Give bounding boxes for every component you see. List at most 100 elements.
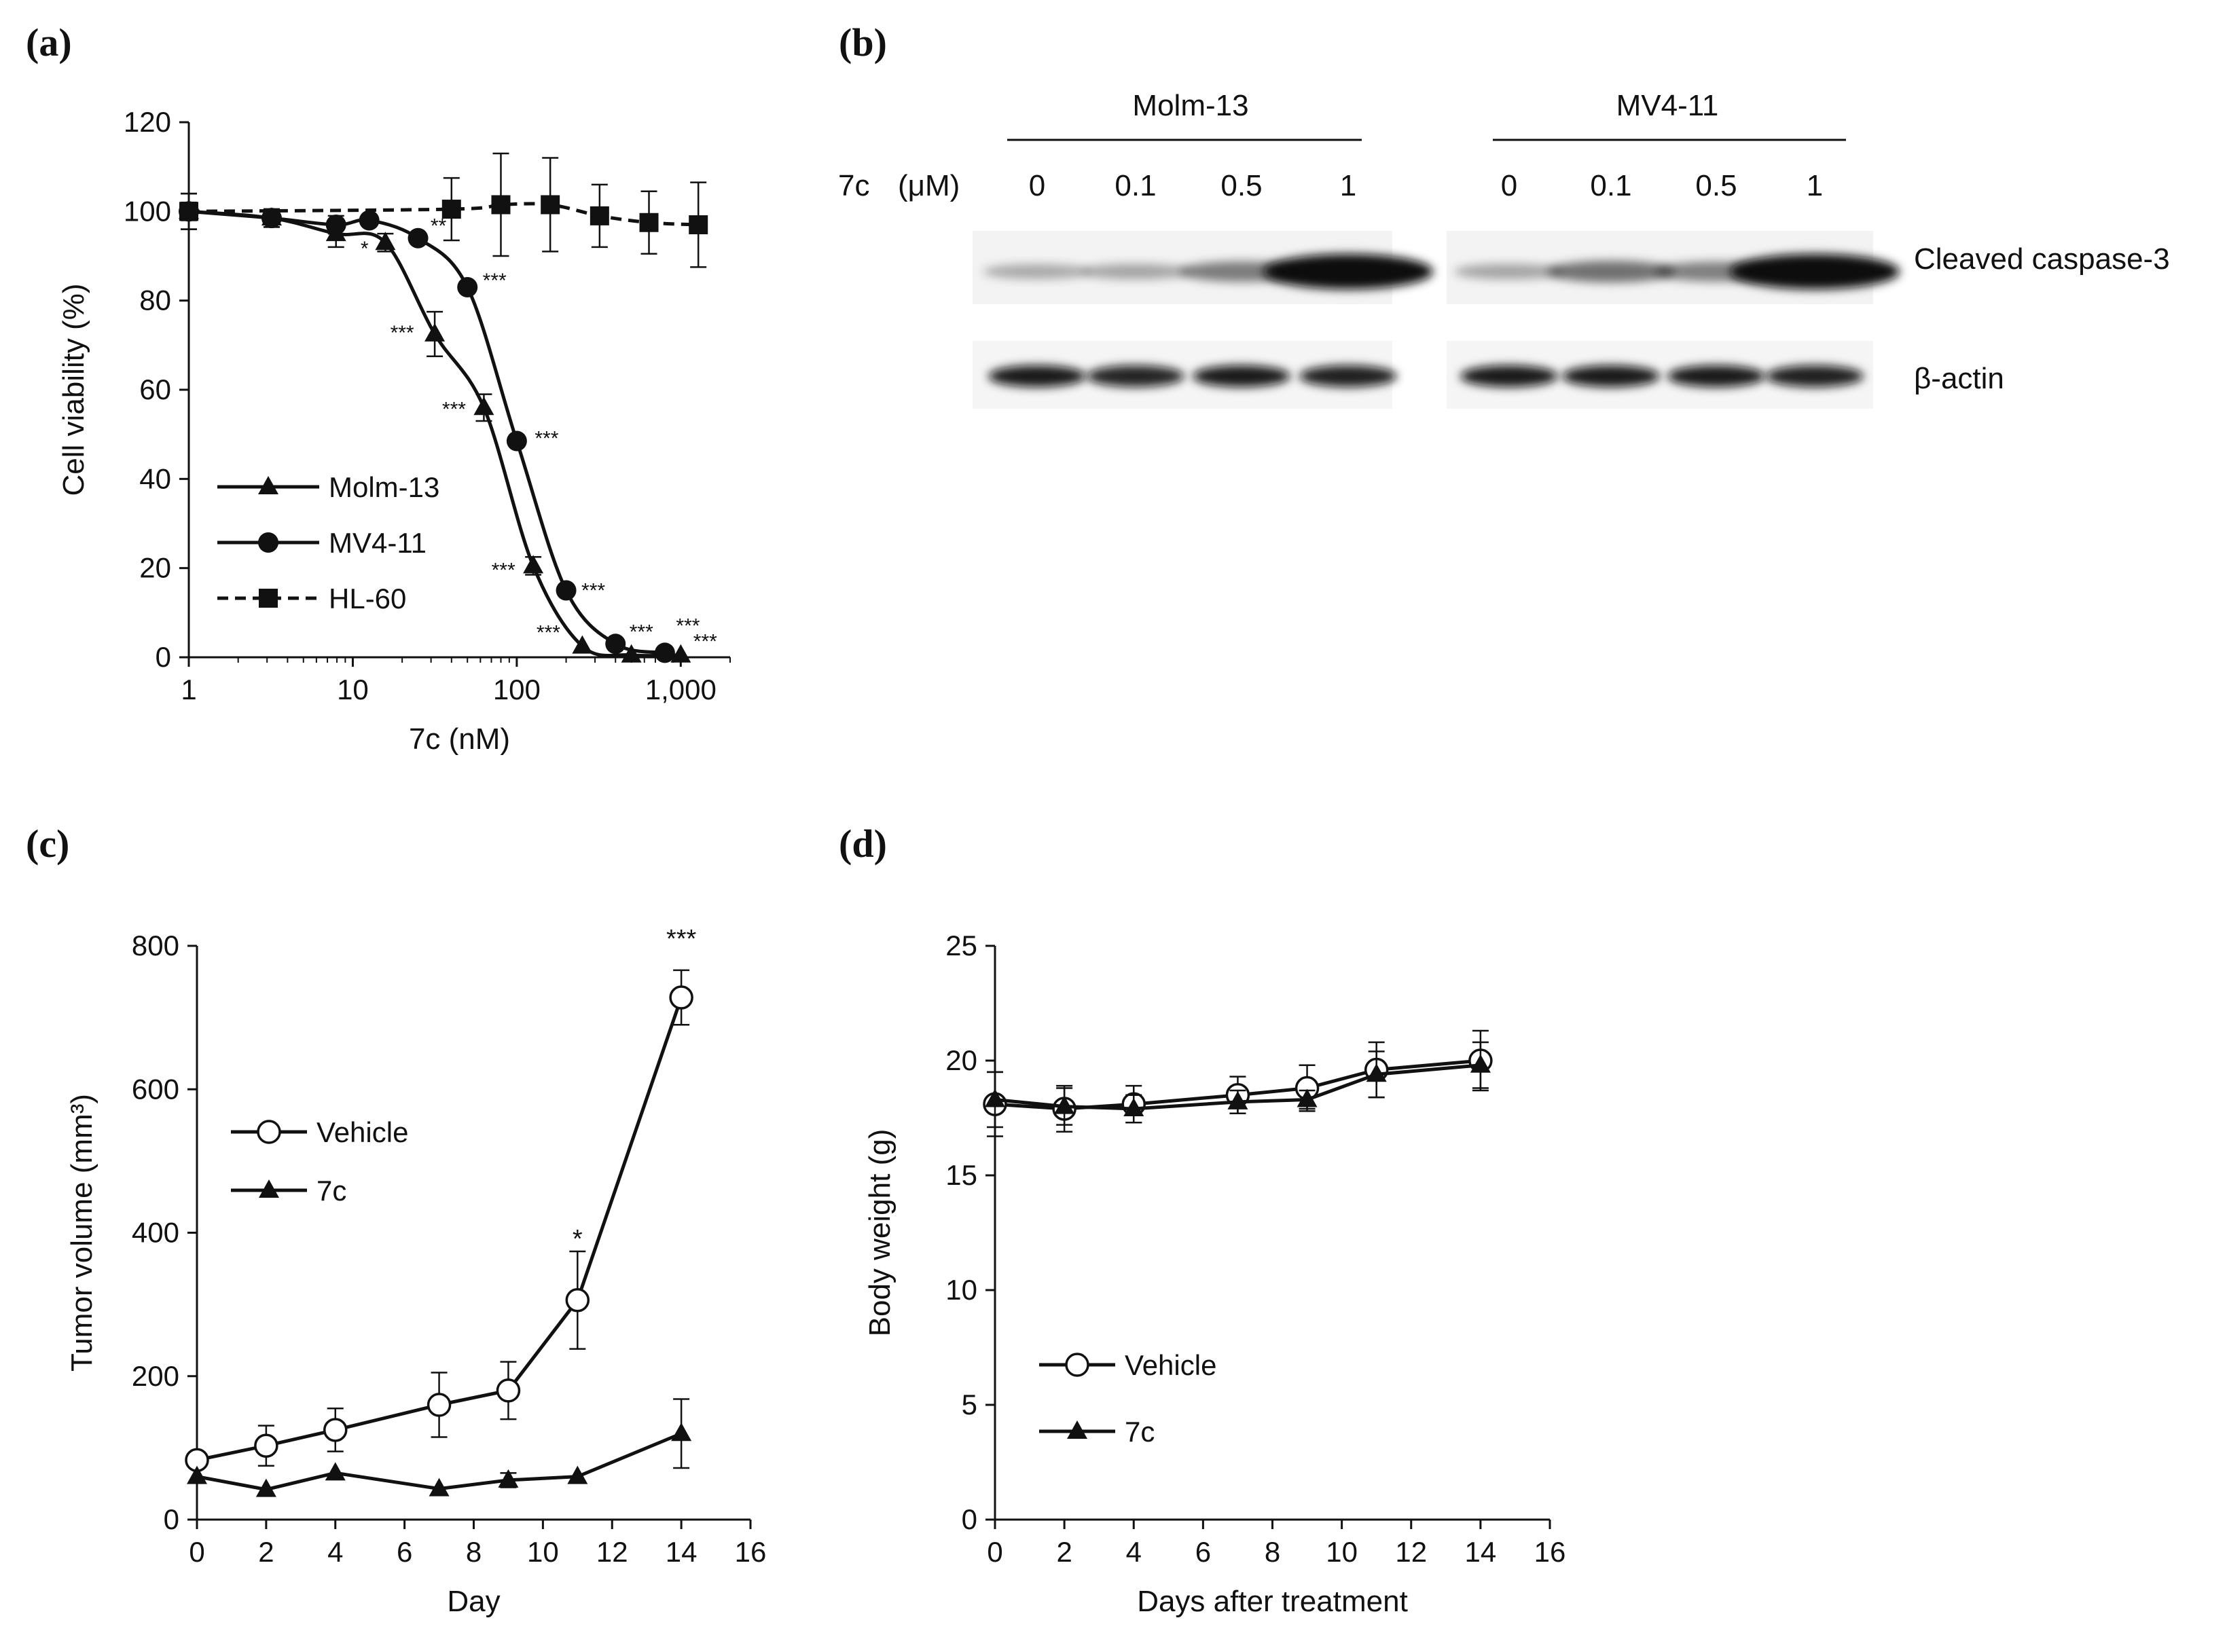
x-tick-label: 2 (258, 1536, 274, 1568)
data-point (187, 1465, 207, 1484)
legend-label: 7c (1125, 1416, 1155, 1448)
significance-label: * (361, 238, 369, 260)
data-point (1054, 1095, 1075, 1114)
data-point (441, 200, 461, 219)
legend-entry-vehicle: Vehicle (231, 1116, 408, 1148)
x-tick-label: 10 (527, 1536, 559, 1568)
band-actin-molm-13-3 (1299, 365, 1397, 387)
data-point (590, 206, 609, 225)
band-actin-molm-13-2 (1193, 365, 1290, 387)
y-tick-label: 800 (132, 930, 179, 961)
legend-entry-hl-60: HL-60 (217, 583, 406, 614)
band-actin-molm-13-0 (988, 365, 1086, 387)
x-tick-label: 14 (1465, 1536, 1497, 1568)
x-tick-label: 2 (1056, 1536, 1072, 1568)
significance-label: ** (431, 215, 447, 238)
data-point (671, 1422, 692, 1442)
x-tick-label: 100 (493, 674, 541, 705)
data-point (1227, 1090, 1248, 1109)
data-point (255, 1478, 276, 1497)
legend-marker (258, 532, 278, 553)
panel-label-a: (a) (26, 20, 72, 65)
significance-label: *** (492, 559, 515, 581)
y-tick-label: 600 (132, 1073, 179, 1105)
y-tick-label: 20 (139, 552, 171, 584)
panel-label-b: (b) (839, 20, 887, 65)
significance-label: * (573, 1225, 583, 1253)
series-7c (985, 1041, 1491, 1128)
significance-label: *** (581, 580, 605, 602)
significance-label: *** (535, 428, 558, 450)
blot-dose-molm-13-0: 0 (1029, 169, 1045, 202)
data-point (325, 215, 346, 236)
y-tick-label: 200 (132, 1360, 179, 1392)
data-point (179, 202, 198, 221)
legend-entry-vehicle: Vehicle (1039, 1349, 1216, 1381)
data-point (689, 215, 708, 235)
data-point (429, 1477, 450, 1497)
legend-label: Molm-13 (329, 471, 439, 503)
blot-dose-molm-13-1: 0.1 (1115, 169, 1156, 202)
x-tick-label: 10 (337, 674, 369, 705)
x-axis-title: 7c (nM) (409, 722, 510, 756)
data-point (670, 644, 691, 663)
y-tick-label: 120 (124, 106, 171, 138)
legend-label: 7c (316, 1175, 346, 1207)
band-caspase-mv4-11-1 (1546, 260, 1676, 283)
legend-marker (257, 1120, 281, 1144)
legend-entry-7c: 7c (1039, 1416, 1155, 1448)
legend-label: Vehicle (1125, 1349, 1216, 1381)
band-actin-mv4-11-2 (1667, 365, 1765, 387)
data-point (567, 1465, 588, 1484)
data-point (1297, 1088, 1318, 1107)
legend-entry-molm-13: Molm-13 (217, 471, 439, 503)
x-tick-label: 8 (466, 1536, 482, 1568)
band-actin-mv4-11-3 (1766, 365, 1864, 387)
data-point (506, 430, 527, 452)
data-point (572, 635, 593, 654)
panel-label-c: (c) (26, 822, 69, 866)
significance-label: *** (537, 622, 560, 644)
y-tick-label: 400 (132, 1217, 179, 1249)
data-point (669, 985, 693, 1010)
data-point (457, 276, 478, 297)
significance-label: *** (483, 270, 507, 292)
blot-dose-molm-13-3: 1 (1340, 169, 1356, 202)
band-caspase-molm-13-0 (983, 263, 1091, 280)
series-vehicle: **** (185, 925, 697, 1473)
y-axis-title: Tumor volume (mm³) (65, 1094, 98, 1372)
blot-dose-mv4-11-2: 0.5 (1695, 169, 1737, 202)
data-point (496, 1378, 521, 1403)
significance-label: *** (442, 398, 466, 420)
x-tick-label: 1 (181, 674, 196, 705)
legend-marker (1065, 1353, 1089, 1377)
band-actin-mv4-11-0 (1460, 365, 1558, 387)
blot-group-label-mv411: MV4-11 (1616, 89, 1719, 122)
x-axis-title: Days after treatment (1137, 1585, 1408, 1618)
x-tick-label: 4 (1126, 1536, 1142, 1568)
data-point (605, 634, 626, 655)
data-point (408, 227, 429, 249)
y-tick-label: 0 (962, 1503, 977, 1535)
series-mv4-11: ************** *** (179, 201, 700, 663)
data-point (621, 644, 642, 663)
significance-label: *** (666, 925, 697, 953)
data-point (1123, 1097, 1144, 1116)
y-tick-label: 5 (962, 1389, 977, 1420)
y-axis-title: Body weight (g) (863, 1129, 897, 1337)
x-tick-label: 6 (397, 1536, 412, 1568)
legend-entry-7c: 7c (231, 1175, 346, 1207)
band-caspase-molm-13-3 (1263, 254, 1433, 289)
blot-row-label-actin: β-actin (1914, 362, 2004, 395)
legend-label: MV4-11 (329, 527, 427, 559)
y-tick-label: 100 (124, 195, 171, 227)
data-point (323, 1418, 348, 1442)
western-blot-panel: Molm-13 MV4-11 7c (μM) 0 0.1 0.5 1 0 0.1 0.5 1 … (838, 89, 2170, 409)
legend-marker (1067, 1420, 1087, 1439)
blot-row-label-caspase: Cleaved caspase-3 (1914, 242, 2170, 276)
data-point (556, 580, 577, 601)
blot-bands (983, 254, 1900, 387)
data-point (359, 210, 380, 231)
